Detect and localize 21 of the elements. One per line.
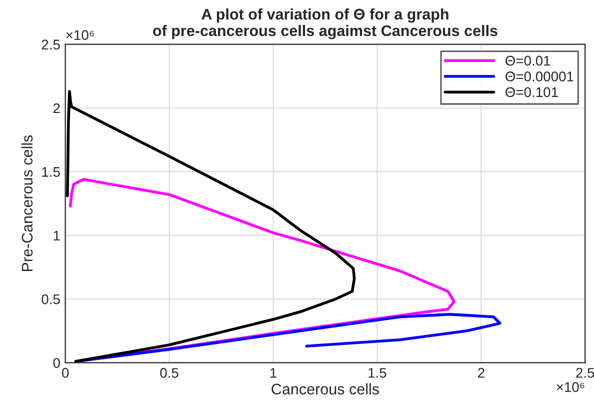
- y-tick-label: 1: [54, 230, 60, 240]
- legend-label: Θ=0.01: [506, 56, 550, 66]
- legend-label: Θ=0.101: [506, 87, 558, 98]
- x-axis-title: Cancerous cells: [272, 383, 380, 395]
- x-tick-label: 0: [62, 368, 69, 378]
- text: ×10⁶: [556, 382, 584, 392]
- y-tick-label: 2.5: [42, 40, 60, 50]
- x-tick-label: 1.5: [368, 368, 386, 378]
- y-tick-label: 1.5: [42, 167, 60, 177]
- y-axis-title: Pre-Cancerous cells: [21, 135, 33, 272]
- x-tick-label: 1: [270, 368, 276, 378]
- x-tick-label: 0.5: [160, 368, 178, 378]
- y-tick-label: 0.5: [42, 294, 60, 304]
- x-tick-label: 2.5: [576, 368, 594, 378]
- text: ×10⁶: [66, 30, 94, 40]
- legend-label: Θ=0.00001: [506, 72, 574, 82]
- y-tick-label: 2: [53, 103, 60, 114]
- chart-title: A plot of variation of Θ for a graph of pre-cancerous cells agaimst Cancerous cells: [153, 8, 498, 40]
- x-tick-label: 2: [478, 368, 484, 378]
- y-tick-label: 0: [53, 358, 60, 368]
- line-series: [66, 90, 356, 363]
